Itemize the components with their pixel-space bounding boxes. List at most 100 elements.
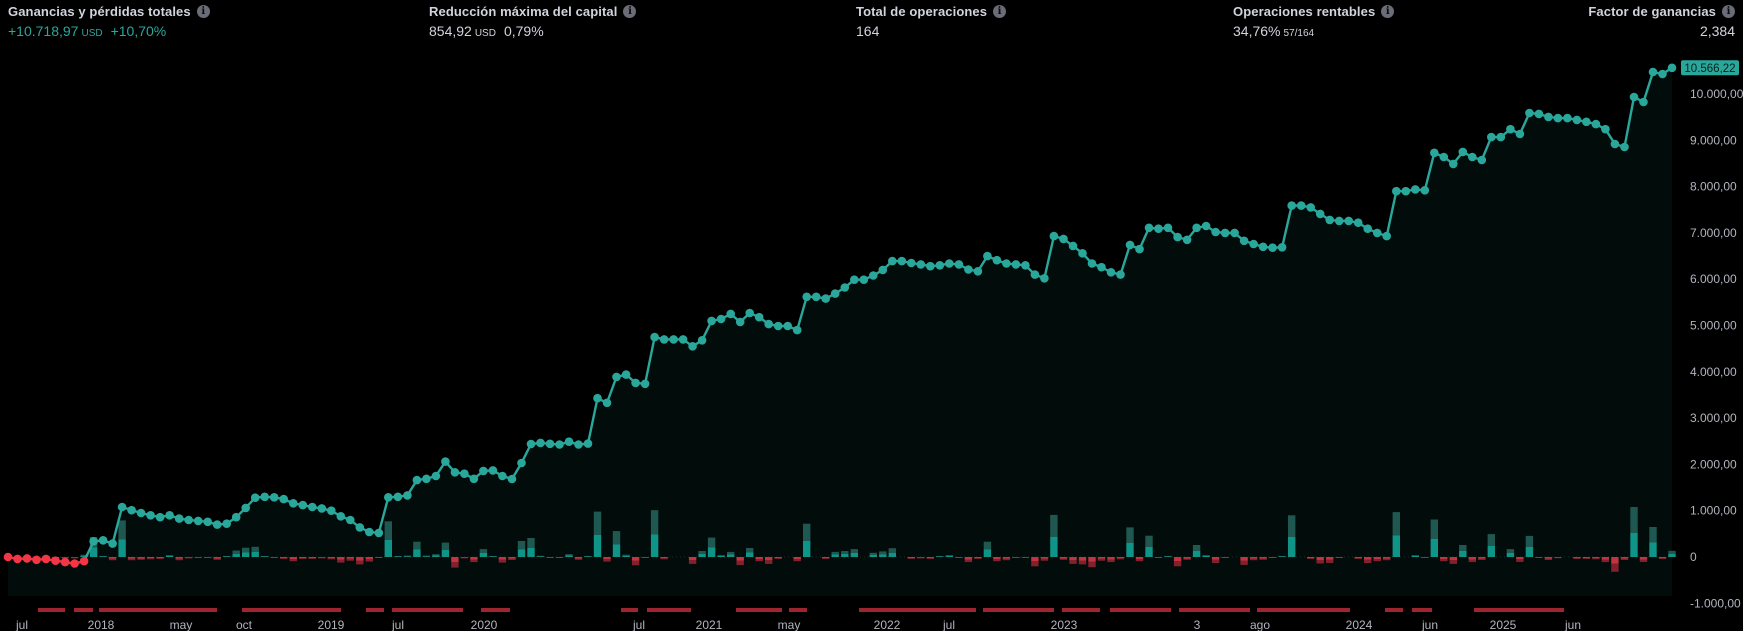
equity-point bbox=[602, 398, 612, 408]
trade-bar-negative bbox=[1173, 557, 1182, 567]
trade-bar-positive bbox=[1525, 535, 1534, 557]
trade-bar-negative bbox=[280, 557, 288, 559]
equity-point bbox=[1258, 242, 1268, 252]
info-icon[interactable]: i bbox=[1381, 5, 1395, 18]
equity-point bbox=[155, 512, 165, 522]
trade-bar-negative bbox=[308, 557, 316, 559]
equity-point bbox=[1401, 186, 1411, 196]
trade-bar-negative bbox=[765, 557, 773, 564]
equity-point bbox=[640, 379, 650, 389]
trade-bar-positive bbox=[394, 556, 402, 557]
trade-bar-negative bbox=[175, 557, 183, 561]
equity-point bbox=[850, 275, 859, 285]
trade-bar-positive bbox=[517, 541, 526, 557]
equity-point bbox=[127, 505, 136, 515]
time-axis-label: oct bbox=[236, 618, 253, 631]
equity-point bbox=[1449, 159, 1458, 169]
trade-bar-negative bbox=[1421, 557, 1429, 558]
trade-bar-negative bbox=[1478, 557, 1486, 560]
stat-total-trades-value: 164 bbox=[856, 23, 880, 39]
price-axis-label: 4.000,00 bbox=[1690, 365, 1737, 379]
equity-point bbox=[754, 312, 764, 322]
equity-point bbox=[1620, 142, 1629, 152]
trade-bar-positive bbox=[1411, 555, 1419, 557]
trade-pnl-bars bbox=[13, 507, 1676, 572]
time-axis-label: 3 bbox=[1194, 618, 1201, 631]
equity-point bbox=[954, 260, 964, 269]
price-axis[interactable]: 10.000,00 9.000,00 8.000,00 7.000,00 6.000,0… bbox=[1681, 60, 1743, 610]
trade-bar-positive bbox=[165, 555, 174, 557]
trade-bar-negative bbox=[1040, 557, 1049, 561]
info-icon[interactable]: i bbox=[623, 5, 637, 18]
equity-point bbox=[1268, 243, 1277, 252]
equity-point bbox=[983, 251, 992, 261]
equity-point bbox=[650, 332, 659, 342]
trade-bar-positive bbox=[261, 556, 269, 557]
trade-bar-positive bbox=[1278, 556, 1286, 557]
trade-bar-negative bbox=[1183, 557, 1191, 560]
trade-bar-positive bbox=[1668, 550, 1676, 557]
equity-point bbox=[1154, 224, 1163, 233]
equity-point bbox=[1315, 209, 1325, 219]
equity-point bbox=[422, 474, 431, 484]
stat-net-profit-label: Ganancias y pérdidas totales bbox=[8, 4, 191, 19]
equity-point bbox=[1525, 108, 1534, 118]
trade-bar-positive bbox=[384, 521, 392, 557]
time-axis-label: 2019 bbox=[318, 618, 345, 631]
equity-point bbox=[1239, 236, 1249, 246]
info-icon[interactable]: i bbox=[196, 5, 210, 18]
trade-bar-positive bbox=[831, 551, 839, 557]
trade-bar-negative bbox=[1592, 557, 1600, 560]
trade-bar-negative bbox=[964, 557, 973, 563]
equity-point bbox=[935, 261, 945, 270]
info-icon[interactable]: i bbox=[993, 5, 1007, 18]
trade-bar-positive bbox=[1288, 515, 1296, 557]
trade-bar-negative bbox=[641, 557, 649, 558]
equity-point bbox=[726, 309, 735, 319]
equity-point bbox=[840, 283, 850, 292]
drawdown-period-strip bbox=[481, 608, 510, 612]
trade-bar-negative bbox=[1259, 557, 1267, 560]
trade-bar-negative bbox=[1069, 557, 1077, 564]
stat-profit-factor-label: Factor de ganancias bbox=[1588, 4, 1716, 19]
time-axis[interactable]: jul 2018 may oct 2019 jul 2020 jul 2021 may 2022 ju… bbox=[15, 608, 1581, 631]
stat-net-profit: Ganancias y pérdidas totales i +10.718,9… bbox=[8, 4, 210, 39]
trade-bar-negative bbox=[574, 557, 583, 560]
equity-point bbox=[146, 511, 155, 520]
equity-point bbox=[1211, 227, 1220, 237]
trade-bar-negative bbox=[356, 557, 364, 565]
equity-point bbox=[498, 471, 507, 481]
equity-point bbox=[393, 492, 403, 502]
drawdown-period-strip bbox=[789, 608, 807, 612]
equity-point bbox=[1049, 231, 1059, 241]
trade-bar-positive bbox=[80, 554, 88, 557]
equity-point bbox=[1515, 129, 1525, 139]
trade-bar-negative bbox=[1107, 557, 1115, 563]
equity-point bbox=[688, 342, 697, 351]
equity-point bbox=[1220, 228, 1230, 238]
equity-point bbox=[907, 258, 916, 268]
time-axis-label: 2024 bbox=[1346, 618, 1373, 631]
equity-point bbox=[174, 514, 184, 523]
equity-point bbox=[308, 502, 317, 512]
equity-point bbox=[669, 335, 678, 344]
equity-point bbox=[1639, 97, 1648, 107]
stat-percent-profitable: Operaciones rentables i 34,76% 57/164 bbox=[1233, 4, 1395, 39]
price-axis-label: 0 bbox=[1690, 550, 1697, 564]
equity-point bbox=[1068, 241, 1078, 251]
equity-point bbox=[1021, 261, 1030, 270]
trade-bar-positive bbox=[945, 555, 953, 557]
trade-bar-positive bbox=[936, 556, 944, 557]
trade-bar-negative bbox=[793, 557, 801, 562]
trade-bar-positive bbox=[1649, 527, 1657, 557]
time-axis-label: 2022 bbox=[874, 618, 901, 631]
info-icon[interactable]: i bbox=[1722, 5, 1735, 18]
equity-point bbox=[964, 265, 973, 274]
equity-point bbox=[165, 511, 174, 520]
equity-point bbox=[279, 494, 289, 504]
price-axis-label: 7.000,00 bbox=[1690, 226, 1737, 240]
trade-bar-negative bbox=[688, 557, 697, 564]
equity-point bbox=[1420, 186, 1430, 195]
